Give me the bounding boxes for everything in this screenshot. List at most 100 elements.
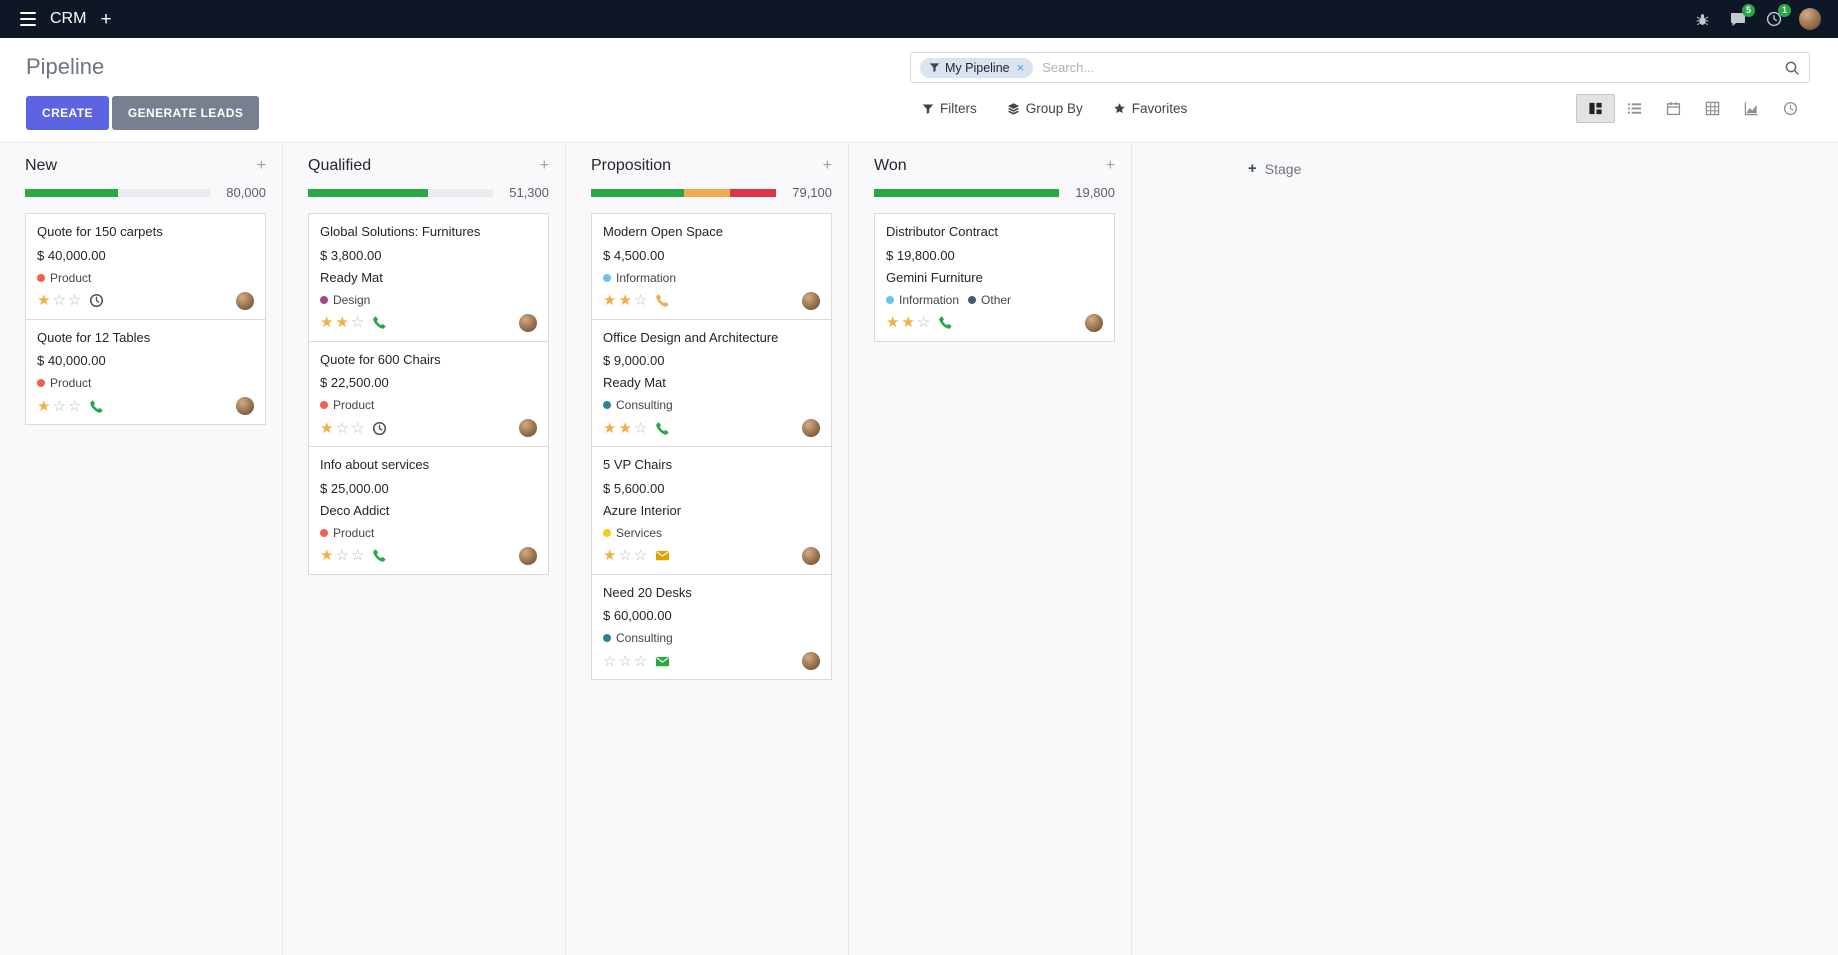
view-calendar-button[interactable] <box>1654 94 1693 123</box>
kanban-card[interactable]: Info about services $ 25,000.00 Deco Add… <box>308 446 549 575</box>
priority-star[interactable]: ☆ <box>52 397 66 415</box>
priority-star[interactable]: ☆ <box>603 652 617 670</box>
avatar[interactable] <box>236 291 254 310</box>
priority-star[interactable]: ☆ <box>67 292 82 310</box>
priority-star[interactable]: ★ <box>886 314 900 332</box>
priority-star[interactable]: ☆ <box>633 292 648 310</box>
column-title[interactable]: Qualified <box>308 157 372 174</box>
priority-star[interactable]: ★ <box>618 419 632 437</box>
envelope-activity-icon[interactable] <box>655 654 670 669</box>
priority-star[interactable]: ☆ <box>633 652 648 670</box>
group-by-button[interactable]: Group By <box>1007 101 1083 116</box>
filters-button[interactable]: Filters <box>922 101 977 116</box>
create-button[interactable]: CREATE <box>26 96 109 130</box>
progress-segment[interactable] <box>591 188 684 197</box>
column-add-record-button[interactable]: + <box>1106 158 1115 174</box>
progress-segment[interactable] <box>25 188 118 197</box>
add-menu-button[interactable]: + <box>90 0 121 38</box>
debug-button[interactable] <box>1684 0 1720 38</box>
priority-star[interactable]: ☆ <box>633 419 648 437</box>
priority-star[interactable]: ☆ <box>52 292 66 310</box>
priority-star[interactable]: ☆ <box>67 397 82 415</box>
column-add-record-button[interactable]: + <box>823 158 832 174</box>
generate-leads-button[interactable]: GENERATE LEADS <box>111 96 260 130</box>
user-menu-button[interactable] <box>1792 0 1828 38</box>
phone-activity-icon[interactable] <box>372 315 387 330</box>
add-stage-button[interactable]: + Stage <box>1132 143 1341 177</box>
search-input[interactable] <box>1033 60 1784 75</box>
priority-star[interactable]: ★ <box>335 314 349 332</box>
phone-activity-icon[interactable] <box>655 293 670 308</box>
avatar[interactable] <box>802 546 820 565</box>
priority-star[interactable]: ★ <box>603 292 617 310</box>
column-add-record-button[interactable]: + <box>540 158 549 174</box>
clock-activity-icon[interactable] <box>372 421 387 436</box>
progress-segment[interactable] <box>683 188 730 197</box>
facet-remove-button[interactable]: × <box>1016 60 1025 75</box>
column-title[interactable]: Proposition <box>591 157 672 174</box>
kanban-card[interactable]: Need 20 Desks $ 60,000.00 Consulting ☆ ☆ ☆ <box>591 573 832 681</box>
column-progressbar[interactable] <box>591 188 776 197</box>
view-kanban-button[interactable] <box>1576 94 1615 123</box>
column-title[interactable]: Won <box>874 157 907 174</box>
priority-star[interactable]: ★ <box>37 397 51 415</box>
column-progressbar[interactable] <box>308 188 493 197</box>
app-name[interactable]: CRM <box>50 10 87 27</box>
view-activity-button[interactable] <box>1771 94 1810 123</box>
phone-activity-icon[interactable] <box>655 421 670 436</box>
apps-menu-button[interactable] <box>10 0 46 38</box>
column-progressbar[interactable] <box>874 188 1059 197</box>
priority-star[interactable]: ★ <box>603 547 617 565</box>
avatar[interactable] <box>802 652 820 671</box>
priority-star[interactable]: ☆ <box>350 547 365 565</box>
priority-star[interactable]: ☆ <box>335 547 349 565</box>
clock-activity-icon[interactable] <box>89 293 104 308</box>
priority-star[interactable]: ★ <box>618 292 632 310</box>
column-progressbar[interactable] <box>25 188 210 197</box>
kanban-card[interactable]: Global Solutions: Furnitures $ 3,800.00 … <box>308 213 549 342</box>
priority-star[interactable]: ☆ <box>335 419 349 437</box>
priority-star[interactable]: ★ <box>603 419 617 437</box>
kanban-card[interactable]: Office Design and Architecture $ 9,000.0… <box>591 318 832 448</box>
avatar[interactable] <box>519 313 537 332</box>
view-list-button[interactable] <box>1615 94 1654 123</box>
kanban-card[interactable]: Distributor Contract $ 19,800.00 Gemini … <box>874 213 1115 342</box>
kanban-card[interactable]: Quote for 12 Tables $ 40,000.00 Product … <box>25 318 266 426</box>
search-submit-button[interactable] <box>1784 60 1800 76</box>
search-facet[interactable]: My Pipeline × <box>920 57 1034 78</box>
priority-star[interactable]: ★ <box>37 292 51 310</box>
activities-button[interactable]: 1 <box>1756 0 1792 38</box>
priority-star[interactable]: ★ <box>320 314 334 332</box>
favorites-button[interactable]: Favorites <box>1113 101 1187 116</box>
priority-star[interactable]: ☆ <box>618 547 632 565</box>
column-add-record-button[interactable]: + <box>257 158 266 174</box>
progress-segment[interactable] <box>308 188 429 197</box>
envelope-activity-icon[interactable] <box>655 548 670 563</box>
avatar[interactable] <box>519 546 537 565</box>
phone-activity-icon[interactable] <box>89 399 104 414</box>
kanban-card[interactable]: Modern Open Space $ 4,500.00 Information… <box>591 213 832 320</box>
priority-star[interactable]: ☆ <box>350 314 365 332</box>
avatar[interactable] <box>802 419 820 438</box>
priority-star[interactable]: ★ <box>320 419 334 437</box>
priority-star[interactable]: ☆ <box>916 314 931 332</box>
priority-star[interactable]: ☆ <box>618 652 632 670</box>
phone-activity-icon[interactable] <box>372 548 387 563</box>
priority-star[interactable]: ☆ <box>350 419 365 437</box>
phone-activity-icon[interactable] <box>938 315 953 330</box>
avatar[interactable] <box>236 397 254 416</box>
kanban-card[interactable]: Quote for 150 carpets $ 40,000.00 Produc… <box>25 213 266 320</box>
messages-button[interactable]: 5 <box>1720 0 1756 38</box>
progress-segment[interactable] <box>729 188 776 197</box>
avatar[interactable] <box>802 291 820 310</box>
progress-segment[interactable] <box>874 188 1059 197</box>
avatar[interactable] <box>1085 313 1103 332</box>
priority-star[interactable]: ★ <box>320 547 334 565</box>
column-title[interactable]: New <box>25 157 58 174</box>
priority-star[interactable]: ☆ <box>633 547 648 565</box>
kanban-card[interactable]: Quote for 600 Chairs $ 22,500.00 Product… <box>308 340 549 448</box>
avatar[interactable] <box>519 419 537 438</box>
view-pivot-button[interactable] <box>1693 94 1732 123</box>
view-graph-button[interactable] <box>1732 94 1771 123</box>
kanban-card[interactable]: 5 VP Chairs $ 5,600.00 Azure Interior Se… <box>591 446 832 575</box>
